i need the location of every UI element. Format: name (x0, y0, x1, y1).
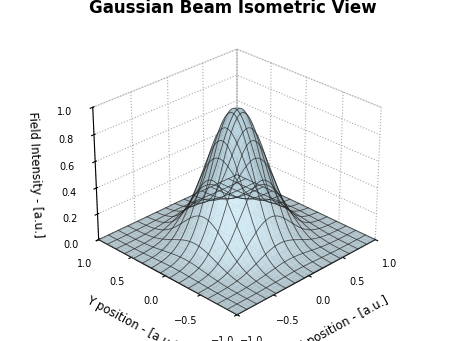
X-axis label: X position - [a.u.]: X position - [a.u.] (294, 294, 390, 341)
Y-axis label: Y position - [a.u.]: Y position - [a.u.] (83, 294, 178, 341)
Title: Gaussian Beam Isometric View: Gaussian Beam Isometric View (89, 0, 376, 17)
